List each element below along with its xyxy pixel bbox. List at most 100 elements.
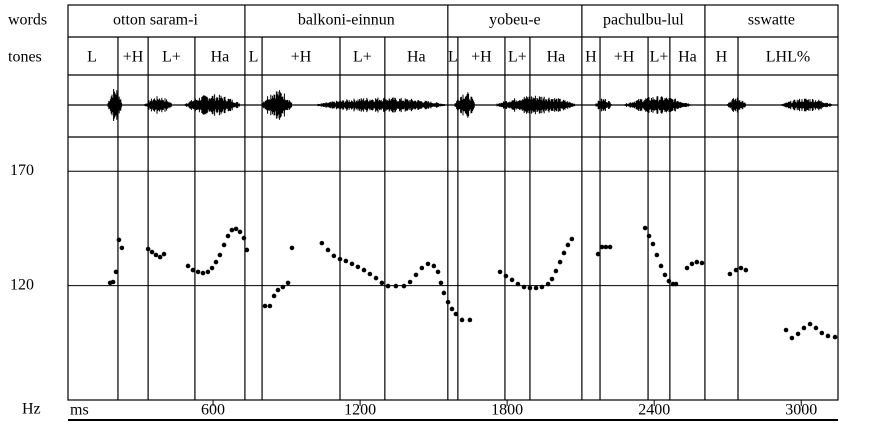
pitch-point [438, 280, 444, 286]
pitch-point [289, 245, 295, 251]
pitch-point [825, 333, 831, 339]
pitch-point [603, 244, 609, 250]
pitch-point [355, 264, 361, 270]
pitch-point [553, 268, 559, 274]
pitch-point [642, 225, 648, 231]
tone-label: L [249, 49, 259, 66]
pitch-point [783, 327, 789, 333]
tone-label: LHL% [766, 49, 810, 66]
pitch-point [467, 317, 473, 323]
pitch-point [213, 259, 219, 265]
pitch-point [666, 278, 672, 284]
waveform-segment [781, 98, 833, 112]
x-axis-label: ms [70, 402, 89, 419]
tone-label: L+ [162, 49, 181, 66]
x-tick-label: 1200 [344, 402, 376, 419]
pitch-point [325, 247, 331, 253]
word-label: balkoni-einnun [298, 12, 395, 29]
pitch-point [813, 325, 819, 331]
pitch-point [419, 265, 425, 271]
pitch-point [225, 233, 231, 239]
pitch-point [650, 241, 656, 247]
pitch-point [241, 235, 247, 241]
pitch-point [561, 250, 567, 256]
pitch-point [285, 280, 291, 286]
tone-label: L+ [508, 49, 527, 66]
y-tick-label: 120 [10, 276, 34, 293]
tone-label: Ha [678, 49, 697, 66]
pitch-point [367, 271, 373, 277]
row-label: tones [8, 49, 42, 66]
pitch-point [145, 246, 151, 252]
pitch-point [832, 334, 838, 340]
pitch-point [195, 269, 201, 275]
pitch-point [217, 252, 223, 258]
tone-label: +H [123, 49, 144, 66]
waveform-segment [496, 95, 576, 115]
pitch-point [662, 272, 668, 278]
pitch-point [819, 330, 825, 336]
pitch-point [267, 303, 273, 309]
pitch-point [221, 242, 227, 248]
pitch-point [337, 256, 343, 262]
pitch-point [599, 244, 605, 250]
pitch-point [157, 254, 163, 260]
tone-label: +H [291, 49, 312, 66]
waveform-segment [261, 90, 293, 120]
tone-label: Ha [407, 49, 426, 66]
pitch-point [119, 245, 125, 251]
pitch-point [393, 283, 399, 289]
tone-label: H [585, 49, 597, 66]
pitch-point [565, 242, 571, 248]
pitch-point [569, 236, 575, 242]
pitch-point [646, 233, 652, 239]
pitch-point [435, 269, 441, 275]
pitch-point [233, 226, 239, 232]
pitch-point [733, 267, 739, 273]
pitch-point [658, 263, 664, 269]
y-axis-label: Hz [22, 401, 41, 418]
waveform-segment [317, 97, 445, 113]
pitch-point [795, 331, 801, 337]
pitch-point [689, 261, 695, 267]
pitch-point [185, 263, 191, 269]
frame [67, 4, 839, 421]
y-tick-label: 170 [10, 162, 34, 179]
pitch-point [116, 237, 122, 243]
pitch-point [789, 335, 795, 341]
waveform-segment [624, 96, 691, 114]
pitch-point [509, 277, 515, 283]
pitch-point [545, 281, 551, 287]
pitch-point [149, 249, 155, 255]
pitch-point [807, 321, 813, 327]
pitch-point [229, 227, 235, 233]
pitch-point [503, 273, 509, 279]
pitch-point [607, 244, 613, 250]
pitch-point [449, 306, 455, 312]
pitch-point [113, 269, 119, 275]
pitch-point [557, 259, 563, 265]
waveform-segment [454, 92, 475, 118]
pitch-point [595, 251, 601, 257]
tone-label: H [716, 49, 728, 66]
waveform-segment [594, 98, 613, 112]
pitch-point [727, 271, 733, 277]
pitch-point [533, 285, 539, 291]
pitch-point [331, 253, 337, 259]
tone-label: +H [471, 49, 492, 66]
row-label: words [8, 12, 47, 29]
pitch-point [401, 283, 407, 289]
pitch-point [373, 275, 379, 281]
pitch-point [515, 281, 521, 287]
pitch-point [262, 303, 268, 309]
pitch-point [539, 284, 545, 290]
pitch-point [654, 252, 660, 258]
waveform [107, 89, 833, 121]
pitch-point [190, 267, 196, 273]
waveform-segment [144, 96, 172, 114]
x-tick-label: 600 [201, 402, 225, 419]
word-label: yobeu-e [489, 12, 541, 29]
waveform-segment [726, 97, 746, 113]
